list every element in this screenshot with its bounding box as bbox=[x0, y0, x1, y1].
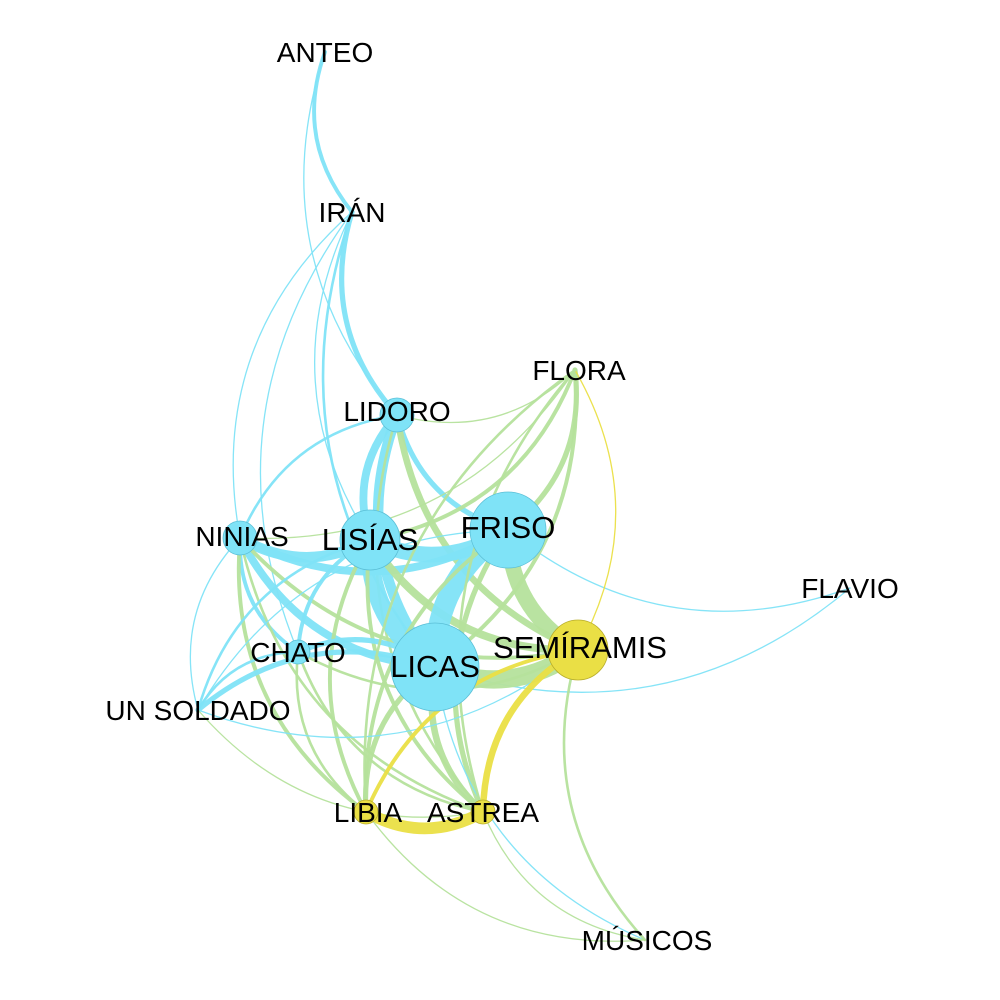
edge-semiramis-flora bbox=[574, 369, 617, 651]
node-semiramis[interactable] bbox=[547, 619, 609, 681]
edge-friso-unsoldado bbox=[197, 529, 509, 711]
edge-lisias-libia bbox=[327, 538, 372, 814]
node-label-astrea: ASTREA bbox=[427, 797, 539, 828]
nodes-layer bbox=[222, 397, 609, 825]
edge-iran-lisias bbox=[314, 211, 371, 541]
node-label-friso: FRISO bbox=[461, 510, 556, 545]
edge-licas-musicos bbox=[434, 666, 646, 941]
node-ninias[interactable] bbox=[222, 520, 258, 556]
edge-libia-musicos bbox=[365, 811, 646, 942]
node-label-flavio: FLAVIO bbox=[801, 573, 899, 604]
edge-lisias-semiramis bbox=[366, 536, 582, 654]
edge-chato-astrea bbox=[296, 650, 485, 814]
node-label-lidoro: LIDORO bbox=[343, 396, 450, 427]
edge-chato-unsoldado bbox=[196, 650, 300, 712]
edge-flora-astrea bbox=[457, 368, 577, 814]
node-label-chato: CHATO bbox=[250, 637, 345, 668]
edge-semiramis-musicos bbox=[562, 648, 647, 942]
node-label-unsoldado: UN SOLDADO bbox=[105, 695, 290, 726]
edge-lisias-flora bbox=[368, 368, 577, 542]
node-label-semiramis: SEMÍRAMIS bbox=[493, 630, 667, 665]
node-lisias[interactable] bbox=[339, 509, 401, 571]
edge-libia-astrea bbox=[360, 806, 489, 835]
node-licas[interactable] bbox=[390, 622, 480, 712]
node-friso[interactable] bbox=[469, 491, 547, 569]
edge-ninias-unsoldado bbox=[189, 537, 241, 711]
node-label-flora: FLORA bbox=[532, 355, 626, 386]
edge-lidoro-ninias bbox=[238, 413, 399, 540]
edge-anteo-iran bbox=[312, 50, 354, 214]
node-label-musicos: MÚSICOS bbox=[582, 925, 713, 956]
node-label-anteo: ANTEO bbox=[277, 37, 373, 68]
edges-layer bbox=[189, 50, 851, 942]
edge-anteo-lidoro bbox=[303, 51, 398, 416]
edge-astrea-musicos bbox=[482, 811, 646, 941]
edge-iran-ninias bbox=[232, 211, 353, 539]
node-label-libia: LIBIA bbox=[334, 797, 403, 828]
edge-unsoldado-astrea bbox=[197, 709, 484, 818]
node-libia[interactable] bbox=[353, 799, 379, 825]
node-chato[interactable] bbox=[285, 639, 311, 665]
edge-iran-lidoro bbox=[339, 209, 400, 418]
edge-chato-libia bbox=[295, 650, 368, 814]
edge-ninias-astrea bbox=[238, 536, 485, 814]
edge-flora-libia bbox=[363, 368, 577, 814]
node-label-ninias: NINIAS bbox=[195, 521, 288, 552]
node-label-lisias: LISÍAS bbox=[322, 522, 419, 557]
node-astrea[interactable] bbox=[470, 799, 496, 825]
edge-licas-flora bbox=[433, 368, 578, 669]
edge-lidoro-flora bbox=[396, 369, 576, 424]
node-lidoro[interactable] bbox=[379, 397, 415, 433]
labels-layer: ANTEO IRÁN FLORA LIDORO NINIAS LISÍAS FRISO FLA… bbox=[105, 37, 898, 956]
edge-lisias-unsoldado bbox=[196, 538, 372, 712]
node-label-licas: LICAS bbox=[390, 649, 480, 684]
node-label-iran: IRÁN bbox=[319, 197, 386, 228]
edge-friso-flavio bbox=[507, 529, 851, 612]
edge-lisias-astrea bbox=[365, 538, 485, 814]
edge-ninias-libia bbox=[236, 536, 368, 814]
